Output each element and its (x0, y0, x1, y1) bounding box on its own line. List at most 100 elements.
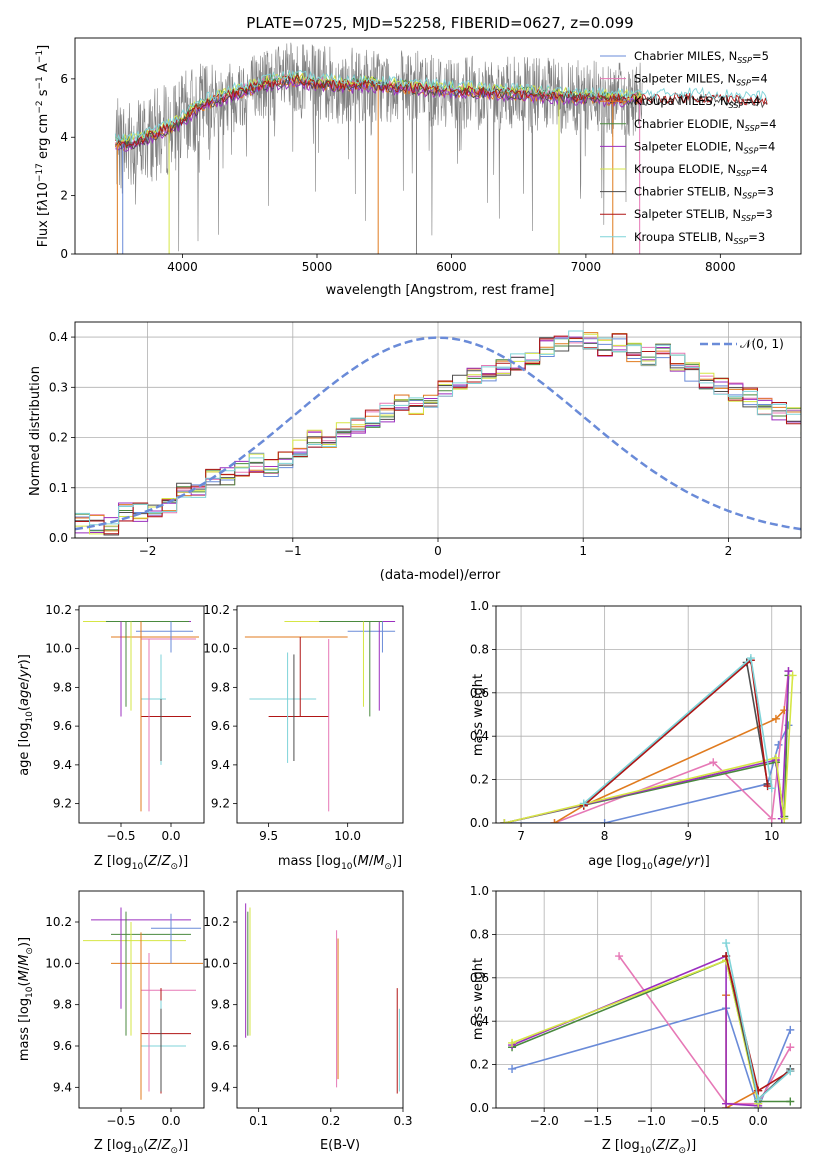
y-tick-label: 9.8 (53, 680, 72, 694)
weight-marker-salpeter_miles (786, 1043, 795, 1052)
y-tick-label: 0.4 (49, 330, 68, 344)
age-vs-mass-panel: 9.5 10.0 9.2 9.4 9.6 9.8 10.0 10.2 (203, 603, 404, 843)
wZ-ylabel: mass weight (471, 958, 486, 1040)
observed-spectrum (115, 42, 643, 252)
y-tick-label: 9.4 (53, 1080, 72, 1094)
plot-area (500, 654, 797, 823)
mZ-xlabel: Z [log10(Z/Z⊙)] (94, 1138, 188, 1156)
weight-marker-kroupa_elodie (771, 753, 780, 762)
y-tick-label: 1.0 (470, 884, 489, 898)
model-spectrum-kroupa_stelib (114, 69, 768, 143)
weight-marker-chabrier_miles (786, 1025, 795, 1034)
x-tick-label: 0.3 (393, 1114, 412, 1128)
mass-weight-vs-metallicity-panel: −2.0 −1.5 −1.0 −0.5 0.0 0.0 0.2 0.4 0.6 0.8 1.0 (470, 884, 802, 1128)
legend-label: Salpeter ELODIE, NSSP=4 (634, 139, 775, 155)
plot-area (83, 907, 203, 1100)
x-tick-label: 10 (764, 829, 779, 843)
x-tick-label: 2 (725, 544, 733, 558)
y-tick-label: 10.0 (45, 956, 72, 970)
wAge-xlabel: age [log10(age/yr)] (588, 854, 710, 872)
y-tick-label: 10.2 (203, 915, 230, 929)
y-tick-label: 0.1 (49, 481, 68, 495)
y-tick-label: 10.0 (203, 956, 230, 970)
y-tick-label: 0.8 (470, 927, 489, 941)
x-tick-label: −1.0 (637, 1114, 666, 1128)
weight-marker-kroupa_stelib (746, 654, 755, 663)
x-tick-label: 0 (434, 544, 442, 558)
y-tick-label: 9.4 (211, 1080, 230, 1094)
x-tick-label: 7000 (571, 260, 602, 274)
residuals-ylabel: Normed distribution (28, 366, 43, 496)
ageZ-ylabel: age [log10(age/yr)] (17, 654, 35, 776)
x-tick-label: −0.5 (106, 1114, 135, 1128)
weight-line-chabrier_miles (511, 1007, 792, 1108)
wAge-ylabel: mass weight (471, 674, 486, 756)
x-tick-label: 8 (601, 829, 609, 843)
weight-marker-salpeter_stelib (754, 1086, 763, 1095)
mZ-ylabel: mass [log10(M/M⊙)] (17, 937, 35, 1061)
x-tick-label: −2.0 (530, 1114, 559, 1128)
y-tick-label: 0.4 (470, 1014, 489, 1028)
spectrum-xlabel: wavelength [Angstrom, rest frame] (326, 283, 555, 298)
plot-area (83, 621, 199, 812)
legend-label: Salpeter MILES, NSSP=4 (634, 72, 768, 88)
weight-marker-salpeter_elodie (784, 667, 793, 676)
x-tick-label: 5000 (302, 260, 333, 274)
weight-marker-chabrier_miles (774, 740, 783, 749)
weight-marker-kroupa_stelib (579, 799, 588, 808)
age-vs-metallicity-panel: −0.5 0.0 9.2 9.4 9.6 9.8 10.0 10.2 (45, 603, 205, 843)
y-tick-label: 0.4 (470, 729, 489, 743)
weight-marker-chabrier_elodie (786, 1097, 795, 1106)
legend-label: Salpeter STELIB, NSSP=3 (634, 207, 773, 223)
y-tick-label: 9.4 (53, 758, 72, 772)
plot-area (508, 939, 795, 1108)
y-tick-label: 9.8 (53, 998, 72, 1012)
y-tick-label: 10.2 (45, 603, 72, 617)
y-tick-label: 9.2 (53, 797, 72, 811)
y-tick-label: 10.0 (45, 642, 72, 656)
weight-line-salpeter_elodie (511, 954, 759, 1107)
x-tick-label: 8000 (705, 260, 736, 274)
plot-area (75, 330, 801, 536)
x-tick-label: 0.0 (749, 1114, 768, 1128)
histogram-chabrier_stelib (75, 333, 801, 536)
x-tick-label: 10.0 (334, 829, 361, 843)
x-tick-label: −0.5 (690, 1114, 719, 1128)
x-tick-label: 0.0 (161, 1114, 180, 1128)
weight-line-salpeter_elodie (504, 671, 790, 823)
y-tick-label: 9.4 (211, 758, 230, 772)
y-tick-label: 0.2 (49, 431, 68, 445)
weight-marker-kroupa_elodie (780, 814, 789, 823)
axes-frame (78, 605, 205, 824)
y-tick-label: 10.2 (45, 915, 72, 929)
y-tick-label: 0.2 (470, 1058, 489, 1072)
y-tick-label: 0.6 (470, 971, 489, 985)
weight-marker-kroupa_elodie (788, 671, 797, 680)
axes-frame (78, 890, 205, 1109)
x-tick-label: −2 (139, 544, 157, 558)
weight-line-salpeter_miles (618, 955, 791, 1105)
figure-title: PLATE=0725, MJD=52258, FIBERID=0627, z=0… (246, 14, 633, 32)
histogram-kroupa_stelib (75, 330, 801, 530)
x-tick-label: 1 (579, 544, 587, 558)
y-tick-label: 9.8 (211, 998, 230, 1012)
wZ-xlabel: Z [log10(Z/Z⊙)] (602, 1138, 696, 1156)
spectrum-panel: 4000 5000 6000 7000 8000 0 2 4 6 Chabrier MILES, … (60, 37, 802, 274)
weight-marker-chabrier_miles (508, 1064, 517, 1073)
mass-vs-extinction-panel: 0.1 0.2 0.3 9.4 9.6 9.8 10.0 10.2 (203, 890, 413, 1128)
y-tick-label: 9.8 (211, 680, 230, 694)
y-tick-label: 0.8 (470, 642, 489, 656)
x-tick-label: −1.5 (583, 1114, 612, 1128)
x-tick-label: 6000 (436, 260, 467, 274)
y-tick-label: 0.0 (470, 816, 489, 830)
y-tick-label: 9.6 (53, 719, 72, 733)
histogram-chabrier_elodie (75, 337, 801, 532)
y-tick-label: 10.0 (203, 642, 230, 656)
weight-marker-kroupa_stelib (767, 784, 776, 793)
legend-label: Chabrier STELIB, NSSP=3 (634, 185, 774, 201)
weight-marker-kroupa_stelib (786, 1067, 795, 1076)
y-tick-label: 6 (60, 72, 68, 86)
axes-frame (74, 321, 802, 539)
x-tick-label: 0.0 (161, 829, 180, 843)
